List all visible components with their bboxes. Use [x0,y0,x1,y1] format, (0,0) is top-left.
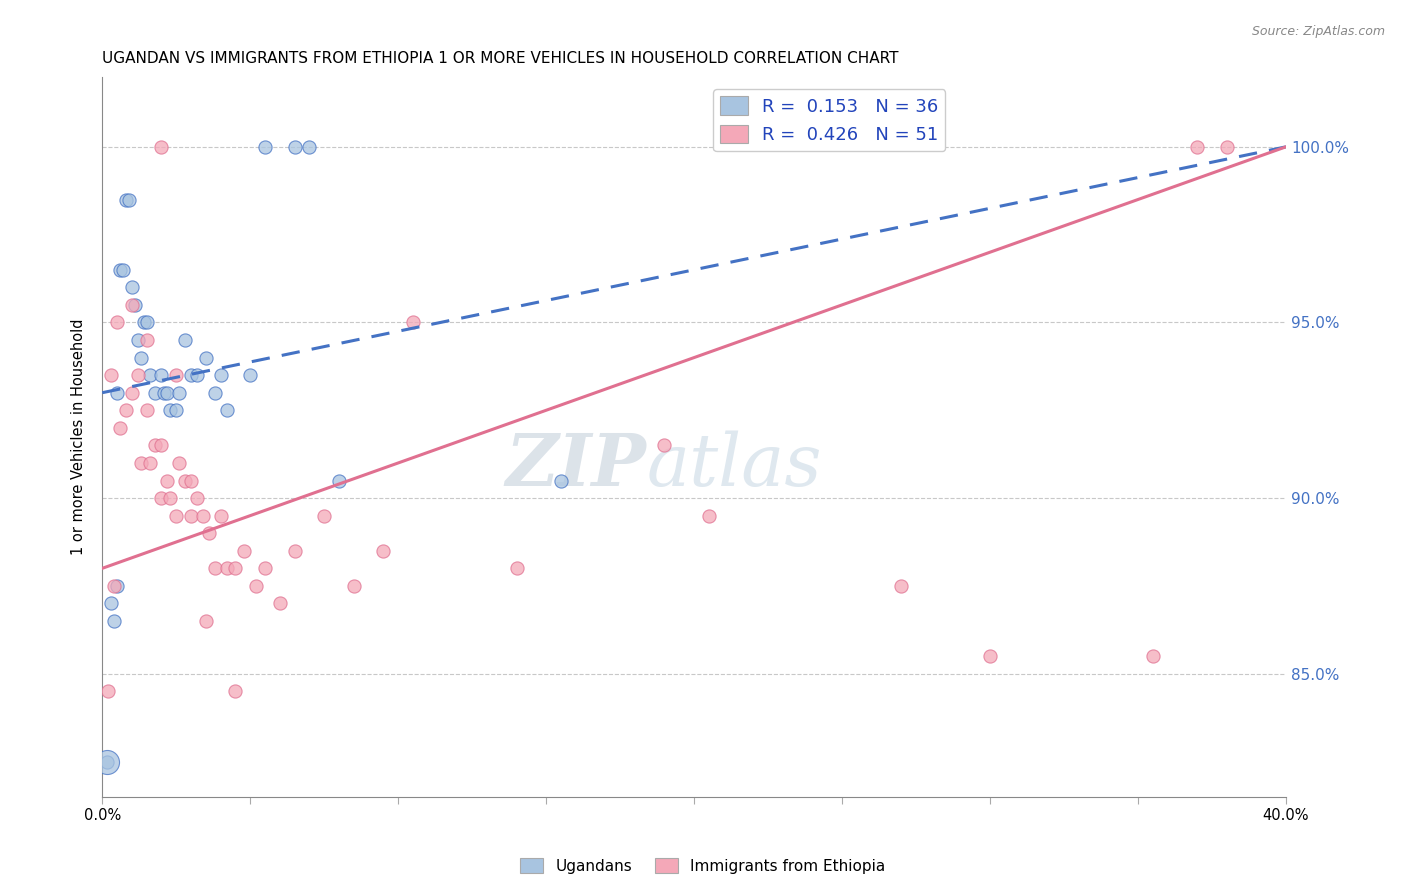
Point [153,385,176,400]
Point [129,456,152,470]
Point [245,579,267,593]
Point [103,614,125,628]
Legend: R =  0.153   N = 36, R =  0.426   N = 51: R = 0.153 N = 36, R = 0.426 N = 51 [713,89,945,152]
Point [121,385,143,400]
Point [167,456,190,470]
Point [1142,649,1164,664]
Point [314,508,336,523]
Point [105,385,128,400]
Point [129,351,152,365]
Point [156,385,179,400]
Point [174,474,197,488]
Point [197,526,219,541]
Point [233,543,256,558]
Point [269,597,291,611]
Point [100,368,122,383]
Point [121,280,143,294]
Point [402,316,425,330]
Point [111,262,134,277]
Point [103,579,125,593]
Point [343,579,366,593]
Point [180,508,202,523]
Point [115,193,138,207]
Point [105,579,128,593]
Point [127,333,149,347]
Point [145,438,167,452]
Point [654,438,676,452]
Point [96,755,118,769]
Point [96,755,118,769]
Point [979,649,1001,664]
Point [209,508,232,523]
Point [224,561,246,575]
Point [180,474,202,488]
Point [124,298,146,312]
Point [150,438,173,452]
Point [150,491,173,505]
Point [550,474,572,488]
Point [121,298,143,312]
Point [194,351,217,365]
Point [284,543,307,558]
Point [165,403,187,417]
Point [159,403,181,417]
Point [180,368,202,383]
Text: UGANDAN VS IMMIGRANTS FROM ETHIOPIA 1 OR MORE VEHICLES IN HOUSEHOLD CORRELATION : UGANDAN VS IMMIGRANTS FROM ETHIOPIA 1 OR… [103,51,898,66]
Point [253,561,276,575]
Point [328,474,350,488]
Point [108,421,131,435]
Point [204,385,226,400]
Point [253,140,276,154]
Y-axis label: 1 or more Vehicles in Household: 1 or more Vehicles in Household [72,318,86,555]
Point [150,140,173,154]
Point [156,474,179,488]
Point [505,561,527,575]
Point [135,316,157,330]
Point [127,368,149,383]
Point [135,403,157,417]
Point [697,508,720,523]
Point [115,403,138,417]
Point [215,561,238,575]
Point [165,508,187,523]
Point [97,684,120,698]
Point [108,262,131,277]
Point [239,368,262,383]
Text: atlas: atlas [647,430,823,500]
Point [186,368,208,383]
Point [215,403,238,417]
Point [1185,140,1208,154]
Point [204,561,226,575]
Text: Source: ZipAtlas.com: Source: ZipAtlas.com [1251,25,1385,38]
Point [145,385,167,400]
Point [890,579,912,593]
Point [191,508,214,523]
Point [224,684,246,698]
Point [373,543,395,558]
Legend: Ugandans, Immigrants from Ethiopia: Ugandans, Immigrants from Ethiopia [515,852,891,880]
Point [100,597,122,611]
Point [174,333,197,347]
Point [1216,140,1239,154]
Point [138,456,160,470]
Point [284,140,307,154]
Point [298,140,321,154]
Point [167,385,190,400]
Point [186,491,208,505]
Point [135,333,157,347]
Point [118,193,141,207]
Point [159,491,181,505]
Point [165,368,187,383]
Point [105,316,128,330]
Point [209,368,232,383]
Text: ZIP: ZIP [506,430,647,501]
Point [194,614,217,628]
Point [132,316,155,330]
Point [138,368,160,383]
Point [150,368,173,383]
